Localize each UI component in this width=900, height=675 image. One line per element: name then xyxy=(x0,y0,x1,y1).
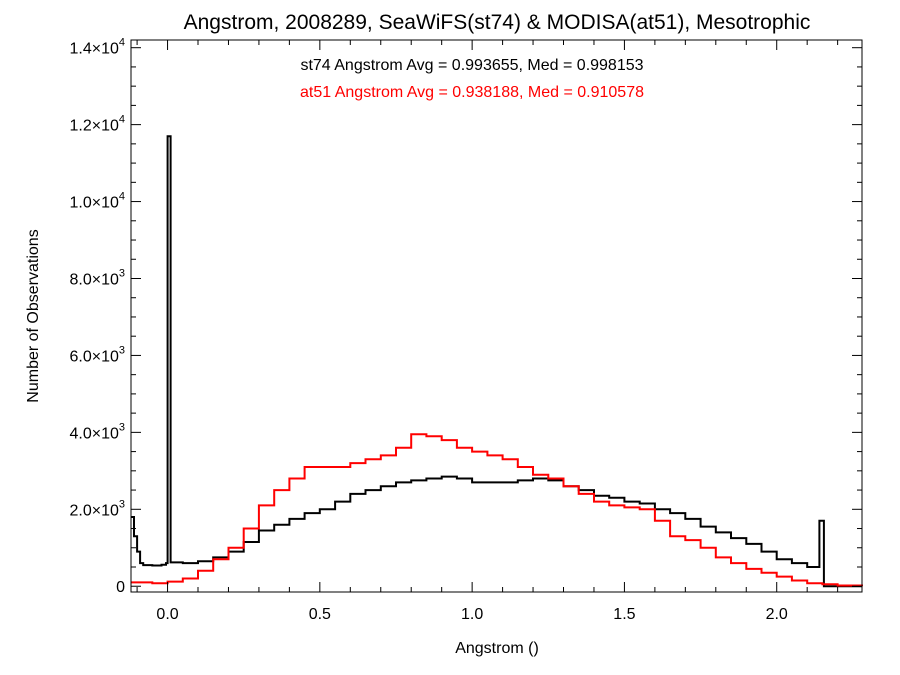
stats-annotation-2: at51 Angstrom Avg = 0.938188, Med = 0.91… xyxy=(300,84,644,101)
stats-annotation-1: st74 Angstrom Avg = 0.993655, Med = 0.99… xyxy=(300,57,643,74)
x-axis-label: Angstrom () xyxy=(455,640,539,657)
y-tick-label: 2.0×103 xyxy=(69,498,125,519)
series-layer xyxy=(131,135,863,588)
x-tick-label: 2.0 xyxy=(766,606,788,623)
y-tick-label: 0 xyxy=(116,579,125,596)
x-tick-label: 0.0 xyxy=(156,606,178,623)
chart-title: Angstrom, 2008289, SeaWiFS(st74) & MODIS… xyxy=(184,11,811,34)
y-tick-label: 1.0×104 xyxy=(69,191,125,212)
x-tick-label: 1.5 xyxy=(613,606,635,623)
y-tick-label: 6.0×103 xyxy=(69,344,125,365)
series-2-line xyxy=(131,433,863,587)
plot-frame xyxy=(130,39,863,593)
axes-layer: 0.0 0.5 1.0 1.5 2.0 0 2.0×103 4.0×103 6.0×103 8.0… xyxy=(69,37,863,623)
y-tick-label: 1.4×104 xyxy=(69,37,125,58)
x-tick-label: 1.0 xyxy=(461,606,483,623)
y-tick-label: 1.2×104 xyxy=(69,114,125,135)
annotation-layer: st74 Angstrom Avg = 0.993655, Med = 0.99… xyxy=(300,57,644,101)
y-tick-label: 4.0×103 xyxy=(69,421,125,442)
y-tick-label: 8.0×103 xyxy=(69,267,125,288)
y-axis-label: Number of Observations xyxy=(25,229,42,402)
x-tick-label: 0.5 xyxy=(309,606,331,623)
series-1-line xyxy=(131,135,862,588)
